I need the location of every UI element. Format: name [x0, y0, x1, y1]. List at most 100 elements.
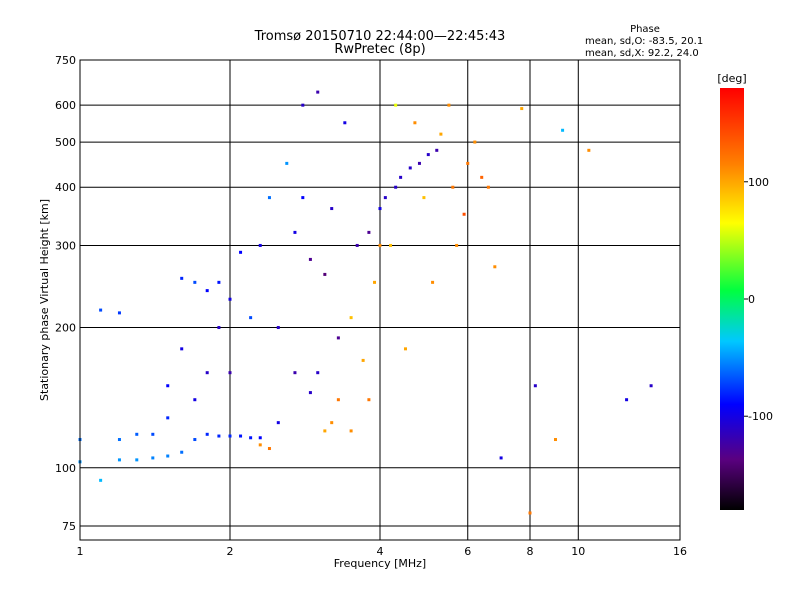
data-point — [533, 384, 537, 388]
colorbar-tick-label: -100 — [748, 410, 773, 423]
data-point — [316, 90, 320, 94]
data-point — [343, 121, 347, 125]
data-point — [447, 103, 451, 107]
colorbar-tick-label: 0 — [748, 293, 755, 306]
data-point — [285, 161, 289, 165]
data-point — [473, 140, 477, 144]
data-point — [349, 316, 353, 320]
data-point — [166, 416, 170, 420]
chart-subtitle: RwPretec (8p) — [334, 42, 425, 57]
data-point — [117, 311, 121, 315]
data-point — [267, 447, 271, 451]
data-point — [431, 280, 435, 284]
data-point — [301, 103, 305, 107]
data-point — [455, 243, 459, 247]
data-point — [239, 250, 243, 254]
data-point — [367, 230, 371, 234]
data-point — [499, 456, 503, 460]
data-point — [258, 243, 262, 247]
data-point — [180, 450, 184, 454]
data-point — [649, 384, 653, 388]
data-point — [117, 438, 121, 442]
y-tick-label: 75 — [62, 520, 76, 533]
y-tick-label: 500 — [55, 136, 76, 149]
data-point — [435, 148, 439, 152]
x-tick-label: 10 — [571, 545, 585, 558]
x-tick-label: 16 — [673, 545, 687, 558]
data-point — [330, 207, 334, 211]
data-point — [528, 511, 532, 515]
y-tick-label: 750 — [55, 54, 76, 67]
data-point — [228, 297, 232, 301]
y-tick-label: 100 — [55, 462, 76, 475]
data-point — [486, 185, 490, 189]
data-point — [301, 196, 305, 200]
data-points — [78, 90, 653, 515]
stats-header: Phase — [630, 24, 660, 35]
x-tick-labels: 1 2 4 6 8 10 16 — [77, 545, 688, 558]
x-tick-label: 8 — [527, 545, 534, 558]
data-point — [180, 276, 184, 280]
data-point — [553, 438, 557, 442]
colorbar-tick-label: 100 — [748, 176, 769, 189]
data-point — [217, 434, 221, 438]
data-point — [426, 153, 430, 157]
data-point — [587, 148, 591, 152]
x-tick-label: 4 — [377, 545, 384, 558]
x-tick-label: 6 — [464, 545, 471, 558]
y-tick-label: 300 — [55, 239, 76, 252]
data-point — [258, 436, 262, 440]
data-point — [217, 280, 221, 284]
data-point — [439, 132, 443, 136]
data-point — [520, 107, 524, 111]
data-point — [228, 434, 232, 438]
data-point — [239, 434, 243, 438]
colorbar — [720, 88, 744, 510]
data-point — [349, 429, 353, 433]
data-point — [480, 175, 484, 179]
data-point — [625, 398, 629, 402]
colorbar-ticks: 100 0 -100 — [744, 176, 773, 423]
data-point — [205, 289, 209, 293]
data-point — [267, 196, 271, 200]
data-point — [135, 432, 139, 436]
data-point — [205, 432, 209, 436]
data-point — [378, 207, 382, 211]
data-point — [373, 280, 377, 284]
data-point — [217, 326, 221, 330]
x-tick-label: 2 — [227, 545, 234, 558]
y-tick-label: 200 — [55, 322, 76, 335]
data-point — [228, 371, 232, 375]
data-point — [293, 371, 297, 375]
data-point — [378, 243, 382, 247]
y-axis-label: Stationary phase Virtual Height [km] — [38, 199, 51, 401]
data-point — [193, 280, 197, 284]
data-point — [308, 391, 312, 395]
data-point — [276, 326, 280, 330]
data-point — [258, 443, 262, 447]
x-axis-label: Frequency [MHz] — [334, 557, 426, 570]
data-point — [276, 421, 280, 425]
x-tick-label: 1 — [77, 545, 84, 558]
data-point — [389, 243, 393, 247]
data-point — [336, 336, 340, 340]
data-point — [422, 196, 426, 200]
data-point — [316, 371, 320, 375]
data-point — [99, 478, 103, 482]
data-point — [466, 161, 470, 165]
data-point — [151, 432, 155, 436]
data-point — [193, 438, 197, 442]
data-point — [493, 265, 497, 269]
data-point — [180, 347, 184, 351]
colorbar-label: [deg] — [717, 72, 746, 85]
grid-lines — [79, 59, 681, 540]
data-point — [336, 398, 340, 402]
data-point — [330, 421, 334, 425]
data-point — [99, 308, 103, 312]
chart-title: Tromsø 20150710 22:44:00—22:45:43 — [254, 29, 506, 44]
y-tick-labels: 750 600 500 400 300 200 100 75 — [55, 54, 76, 533]
data-point — [117, 458, 121, 462]
data-point — [383, 196, 387, 200]
data-point — [151, 456, 155, 460]
